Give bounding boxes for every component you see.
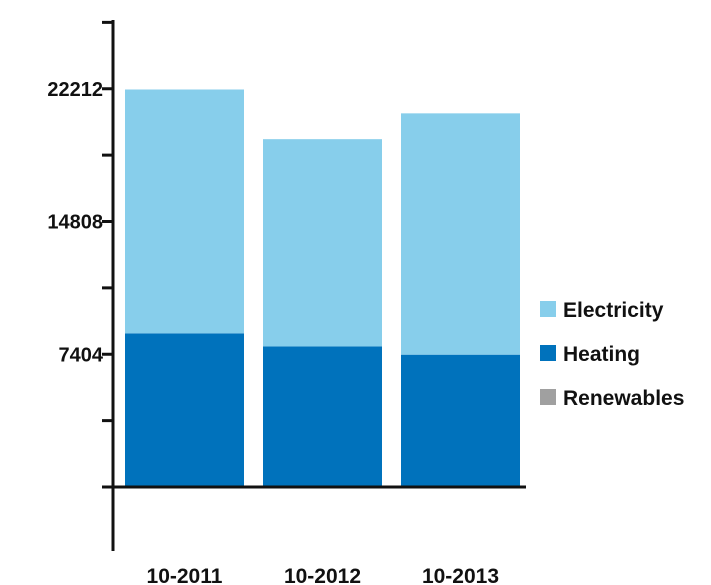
x-category-label: 10-2013 xyxy=(422,565,499,585)
bar-heating-10-2013 xyxy=(401,354,520,487)
legend-label-renewables: Renewables xyxy=(563,387,684,410)
bar-electricity-10-2011 xyxy=(125,89,244,334)
y-tick-label: 7404 xyxy=(59,344,104,366)
legend-swatch-renewables xyxy=(540,389,556,405)
x-category-label: 10-2012 xyxy=(284,565,361,585)
bar-electricity-10-2013 xyxy=(401,113,520,355)
legend-swatch-heating xyxy=(540,345,556,361)
bar-electricity-10-2012 xyxy=(263,139,382,347)
legend: Electricity Heating Renewables xyxy=(540,299,684,410)
y-tick-label: 14808 xyxy=(47,212,103,234)
y-ticks-group: 7404 14808 22212 xyxy=(47,20,113,489)
bar-heating-10-2012 xyxy=(263,346,382,487)
legend-label-electricity: Electricity xyxy=(563,299,664,322)
bars-group xyxy=(125,89,520,487)
bar-heating-10-2011 xyxy=(125,333,244,487)
axes-group xyxy=(111,20,526,551)
legend-swatch-electricity xyxy=(540,301,556,317)
y-tick-label: 22212 xyxy=(47,79,103,101)
legend-label-heating: Heating xyxy=(563,343,640,366)
x-category-label: 10-2011 xyxy=(147,565,223,585)
x-categories-group: 10-2011 10-2012 10-2013 xyxy=(147,565,500,585)
